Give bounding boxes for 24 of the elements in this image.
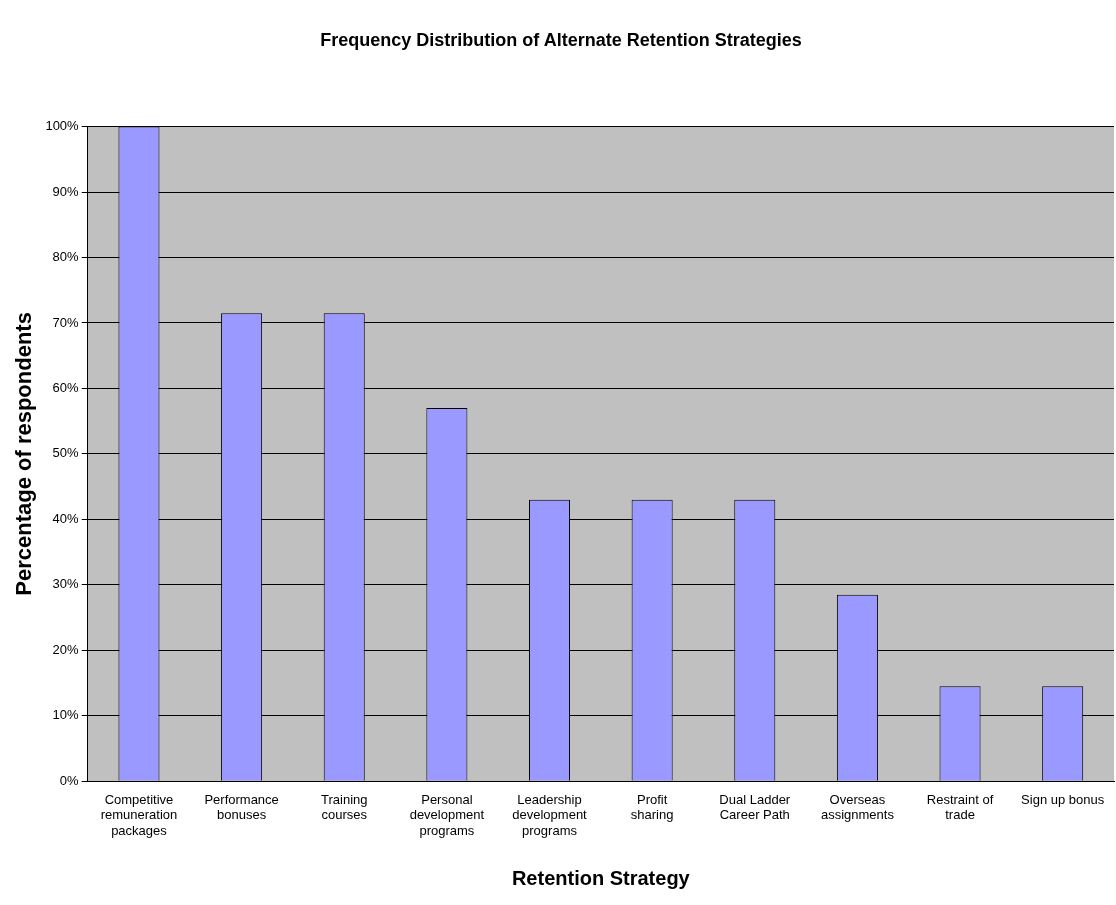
y-tick-label: 60%	[52, 380, 80, 396]
y-tick-label: 30%	[52, 576, 80, 592]
x-tick-label: Restraint of trade	[926, 791, 994, 823]
x-tick-label: Overseas assignments	[820, 791, 895, 823]
x-tick-label: Profit sharing	[630, 791, 674, 823]
x-tick-label: Dual Ladder Career Path	[719, 791, 791, 823]
x-tick-label: Performance bonuses	[204, 791, 279, 823]
chart-title: Frequency Distribution of Alternate Retention Strategies	[320, 29, 802, 50]
y-tick-label: 50%	[52, 445, 80, 461]
y-tick-label: 100%	[45, 118, 80, 134]
y-tick-label: 0%	[59, 772, 80, 788]
x-tick-label: Leadership development programs	[512, 791, 588, 838]
x-tick-label: Personal development programs	[409, 791, 485, 838]
x-tick-label: Training courses	[320, 791, 368, 823]
x-tick-label: Competitive remuneration packages	[100, 791, 178, 838]
y-tick-label: 70%	[52, 314, 80, 330]
x-tick-label: Sign up bonus	[1021, 791, 1105, 807]
y-tick-label: 10%	[52, 707, 80, 723]
y-tick-label: 20%	[52, 641, 80, 657]
y-tick-label: 40%	[52, 510, 80, 526]
y-axis-title: Percentage of respondents	[11, 312, 37, 596]
y-tick-label: 80%	[52, 249, 80, 265]
y-tick-label: 90%	[52, 183, 80, 199]
x-axis-title: Retention Strategy	[511, 866, 691, 889]
